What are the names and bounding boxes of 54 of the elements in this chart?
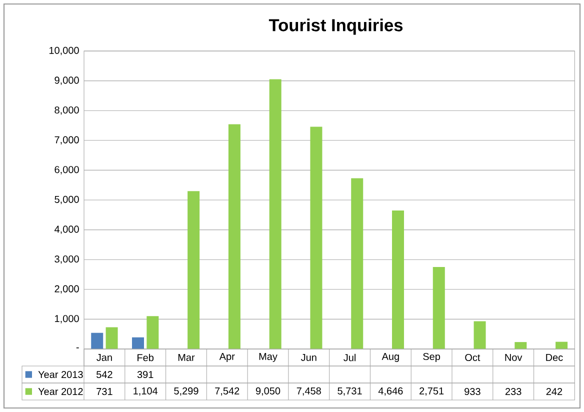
x-tick-label: Jun (300, 354, 316, 361)
y-tick-label: 5,000 (54, 196, 79, 204)
bar (228, 124, 240, 349)
bar (188, 191, 200, 349)
data-label: 4,646 (378, 387, 403, 396)
y-tick-label: 8,000 (54, 106, 79, 115)
data-label: 1,104 (134, 387, 158, 396)
chart-title: Tourist Inquiries (268, 18, 403, 35)
y-tick-label: 6,000 (54, 166, 79, 174)
data-label: 242 (546, 388, 562, 395)
data-label: 542 (96, 370, 112, 378)
bar (106, 327, 118, 349)
data-label: 933 (464, 388, 480, 396)
data-label: 731 (96, 388, 112, 396)
bar (91, 332, 104, 349)
bar (269, 79, 282, 349)
x-tick-label: Feb (138, 354, 154, 362)
x-tick-label: May (259, 353, 278, 362)
x-tick-label: Mar (178, 354, 195, 361)
x-tick-label: Oct (465, 354, 480, 362)
y-tick-label: - (76, 347, 79, 348)
data-label: 233 (506, 388, 522, 396)
data-label: 2,751 (420, 387, 444, 396)
x-tick-label: Aug (382, 353, 399, 362)
y-tick-label: 2,000 (54, 285, 79, 294)
bar (514, 342, 527, 349)
data-label: 391 (137, 370, 154, 378)
data-label: 7,458 (296, 387, 321, 396)
legend-label: Year 2013 (38, 370, 83, 378)
bar (392, 210, 404, 349)
bar (432, 267, 445, 349)
x-tick-label: Apr (219, 353, 235, 362)
bar (556, 342, 568, 349)
y-tick-label: 3,000 (54, 255, 79, 264)
x-tick-label: Sep (423, 352, 440, 362)
y-tick-label: 1,000 (55, 315, 79, 324)
bar (351, 178, 364, 349)
data-label: 5,731 (338, 387, 362, 396)
bar (146, 316, 159, 349)
data-label: 9,050 (256, 387, 280, 396)
y-tick-label: 9,000 (54, 76, 79, 85)
y-tick-label: 7,000 (54, 136, 79, 145)
y-tick-label: 10,000 (49, 46, 79, 56)
bar (132, 337, 144, 349)
x-tick-label: Jan (96, 354, 112, 361)
legend-label: Year 2012 (38, 388, 83, 396)
y-tick-label: 4,000 (54, 226, 79, 234)
x-tick-label: Jul (344, 354, 356, 362)
data-label: 5,299 (174, 387, 198, 396)
bar (474, 321, 486, 349)
bar (310, 126, 322, 349)
x-tick-label: Dec (546, 354, 563, 361)
data-label: 7,542 (215, 387, 240, 396)
x-tick-label: Nov (505, 354, 522, 361)
